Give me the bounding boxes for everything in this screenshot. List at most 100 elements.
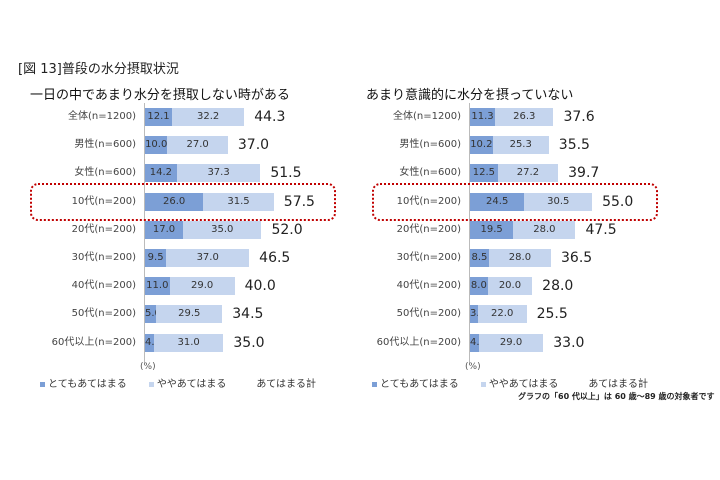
bar-segment: 27.2 bbox=[497, 164, 559, 183]
bar-segment: 5.0 bbox=[145, 305, 161, 324]
bar-segment: 11.0 bbox=[145, 277, 170, 296]
category-label: 女性(n=600) bbox=[74, 167, 136, 179]
legend-item: とてもあてはまる bbox=[372, 375, 459, 390]
legend-swatch bbox=[480, 381, 486, 387]
total-label: 36.5 bbox=[561, 250, 593, 266]
legend-label: ややあてはまる bbox=[156, 379, 227, 390]
total-label: 35.0 bbox=[233, 334, 265, 351]
legend-item: ややあてはまる bbox=[480, 375, 559, 390]
bar-segment: 28.0 bbox=[513, 220, 576, 239]
bar-segment: 35.0 bbox=[183, 220, 262, 239]
bar-segment: 17.0 bbox=[145, 220, 184, 239]
bar-segment: 29.0 bbox=[169, 277, 235, 296]
axis-line bbox=[469, 103, 470, 363]
total-label: 40.0 bbox=[244, 278, 276, 295]
category-label: 60代以上(n=200) bbox=[51, 336, 136, 348]
unit-label: (%) bbox=[465, 362, 481, 372]
category-label: 20代(n=200) bbox=[396, 223, 461, 235]
legend: とてもあてはまる ややあてはまる あてはまる計 bbox=[40, 375, 316, 390]
legend: とてもあてはまる ややあてはまる あてはまる計 bbox=[372, 375, 648, 390]
bar-segment: 3.5 bbox=[470, 305, 486, 324]
bar-segment: 24.5 bbox=[470, 192, 525, 211]
legend-swatch bbox=[40, 381, 45, 387]
bar-segment: 4.0 bbox=[145, 333, 161, 352]
total-label: 46.5 bbox=[259, 250, 291, 266]
total-label: 35.5 bbox=[558, 137, 590, 154]
bar-segment: 37.3 bbox=[176, 164, 261, 183]
unit-label: (%) bbox=[140, 362, 156, 372]
legend-item: ややあてはまる bbox=[148, 375, 227, 390]
bar-segment: 8.0 bbox=[470, 277, 488, 296]
chart-title: あまり意識的に水分を摂っていない bbox=[366, 88, 574, 103]
figure-title: [図 13]普段の水分摂取状況 bbox=[18, 62, 179, 77]
total-label: 55.0 bbox=[602, 193, 634, 210]
axis-line bbox=[144, 103, 145, 363]
total-label: 44.3 bbox=[254, 109, 286, 125]
bar-segment: 8.5 bbox=[470, 249, 489, 267]
category-label: 50代(n=200) bbox=[396, 308, 461, 320]
bar-segment: 26.3 bbox=[495, 108, 554, 126]
category-label: 全体(n=1200) bbox=[68, 111, 136, 122]
total-label: 47.5 bbox=[585, 221, 617, 238]
category-label: 30代(n=200) bbox=[396, 252, 461, 263]
category-label: 男性(n=600) bbox=[74, 139, 136, 151]
bar-segment: 29.5 bbox=[156, 305, 223, 324]
category-label: 60代以上(n=200) bbox=[376, 336, 461, 348]
bar-segment: 37.0 bbox=[166, 249, 250, 267]
chart-title: 一日の中であまり水分を摂取しない時がある bbox=[30, 88, 290, 103]
bar-segment: 27.0 bbox=[167, 136, 228, 155]
total-label: 28.0 bbox=[542, 278, 574, 295]
category-label: 10代(n=200) bbox=[396, 195, 461, 207]
bar-segment: 12.5 bbox=[470, 164, 498, 183]
category-label: 男性(n=600) bbox=[399, 139, 461, 151]
category-label: 女性(n=600) bbox=[399, 167, 461, 179]
bar-segment: 19.5 bbox=[470, 220, 514, 239]
highlight-box bbox=[30, 182, 336, 221]
bar-segment: 4.0 bbox=[470, 333, 486, 352]
bar-segment: 31.0 bbox=[153, 333, 224, 352]
footnote: グラフの「60 代以上」は 60 歳～89 歳の対象者です bbox=[518, 392, 715, 401]
bar-segment: 30.5 bbox=[524, 192, 593, 211]
total-label: 37.6 bbox=[563, 109, 595, 125]
bar-segment: 28.0 bbox=[488, 249, 552, 267]
bar-segment: 10.0 bbox=[145, 136, 168, 155]
legend-label: ややあてはまる bbox=[488, 379, 559, 390]
total-label: 37.0 bbox=[237, 137, 270, 154]
bar-segment: 12.1 bbox=[145, 108, 173, 126]
legend-item: とてもあてはまる bbox=[40, 375, 127, 390]
bar-segment: 10.2 bbox=[470, 136, 493, 155]
bar-segment: 31.5 bbox=[203, 192, 274, 211]
category-label: 40代(n=200) bbox=[396, 280, 461, 292]
legend-swatch bbox=[148, 381, 154, 387]
category-label: 全体(n=1200) bbox=[393, 111, 461, 122]
legend-item-total: あてはまる計 bbox=[588, 379, 649, 390]
category-label: 30代(n=200) bbox=[71, 252, 136, 263]
total-label: 33.0 bbox=[553, 334, 585, 351]
category-label: 10代(n=200) bbox=[71, 195, 136, 207]
legend-label: とてもあてはまる bbox=[48, 379, 127, 390]
legend-label: とてもあてはまる bbox=[380, 379, 459, 390]
total-label: 52.0 bbox=[271, 221, 303, 238]
legend-item-total: あてはまる計 bbox=[256, 379, 317, 390]
total-label: 39.7 bbox=[568, 165, 600, 182]
bar-segment: 25.3 bbox=[492, 136, 549, 155]
bar-segment: 11.3 bbox=[470, 108, 496, 126]
legend-swatch bbox=[372, 381, 377, 387]
category-label: 20代(n=200) bbox=[71, 223, 136, 235]
total-label: 25.5 bbox=[536, 306, 568, 323]
category-label: 50代(n=200) bbox=[71, 308, 136, 320]
bar-segment: 26.0 bbox=[145, 192, 204, 211]
bar-segment: 22.0 bbox=[477, 305, 527, 324]
total-label: 57.5 bbox=[283, 193, 315, 210]
highlight-box bbox=[372, 182, 658, 221]
bar-segment: 29.0 bbox=[478, 333, 544, 352]
total-label: 34.5 bbox=[232, 306, 264, 323]
bar-segment: 14.2 bbox=[145, 164, 177, 183]
total-label: 51.5 bbox=[270, 165, 302, 182]
bar-segment: 32.2 bbox=[172, 108, 245, 126]
category-label: 40代(n=200) bbox=[71, 280, 136, 292]
bar-segment: 9.5 bbox=[145, 249, 167, 267]
bar-segment: 20.0 bbox=[487, 277, 533, 296]
